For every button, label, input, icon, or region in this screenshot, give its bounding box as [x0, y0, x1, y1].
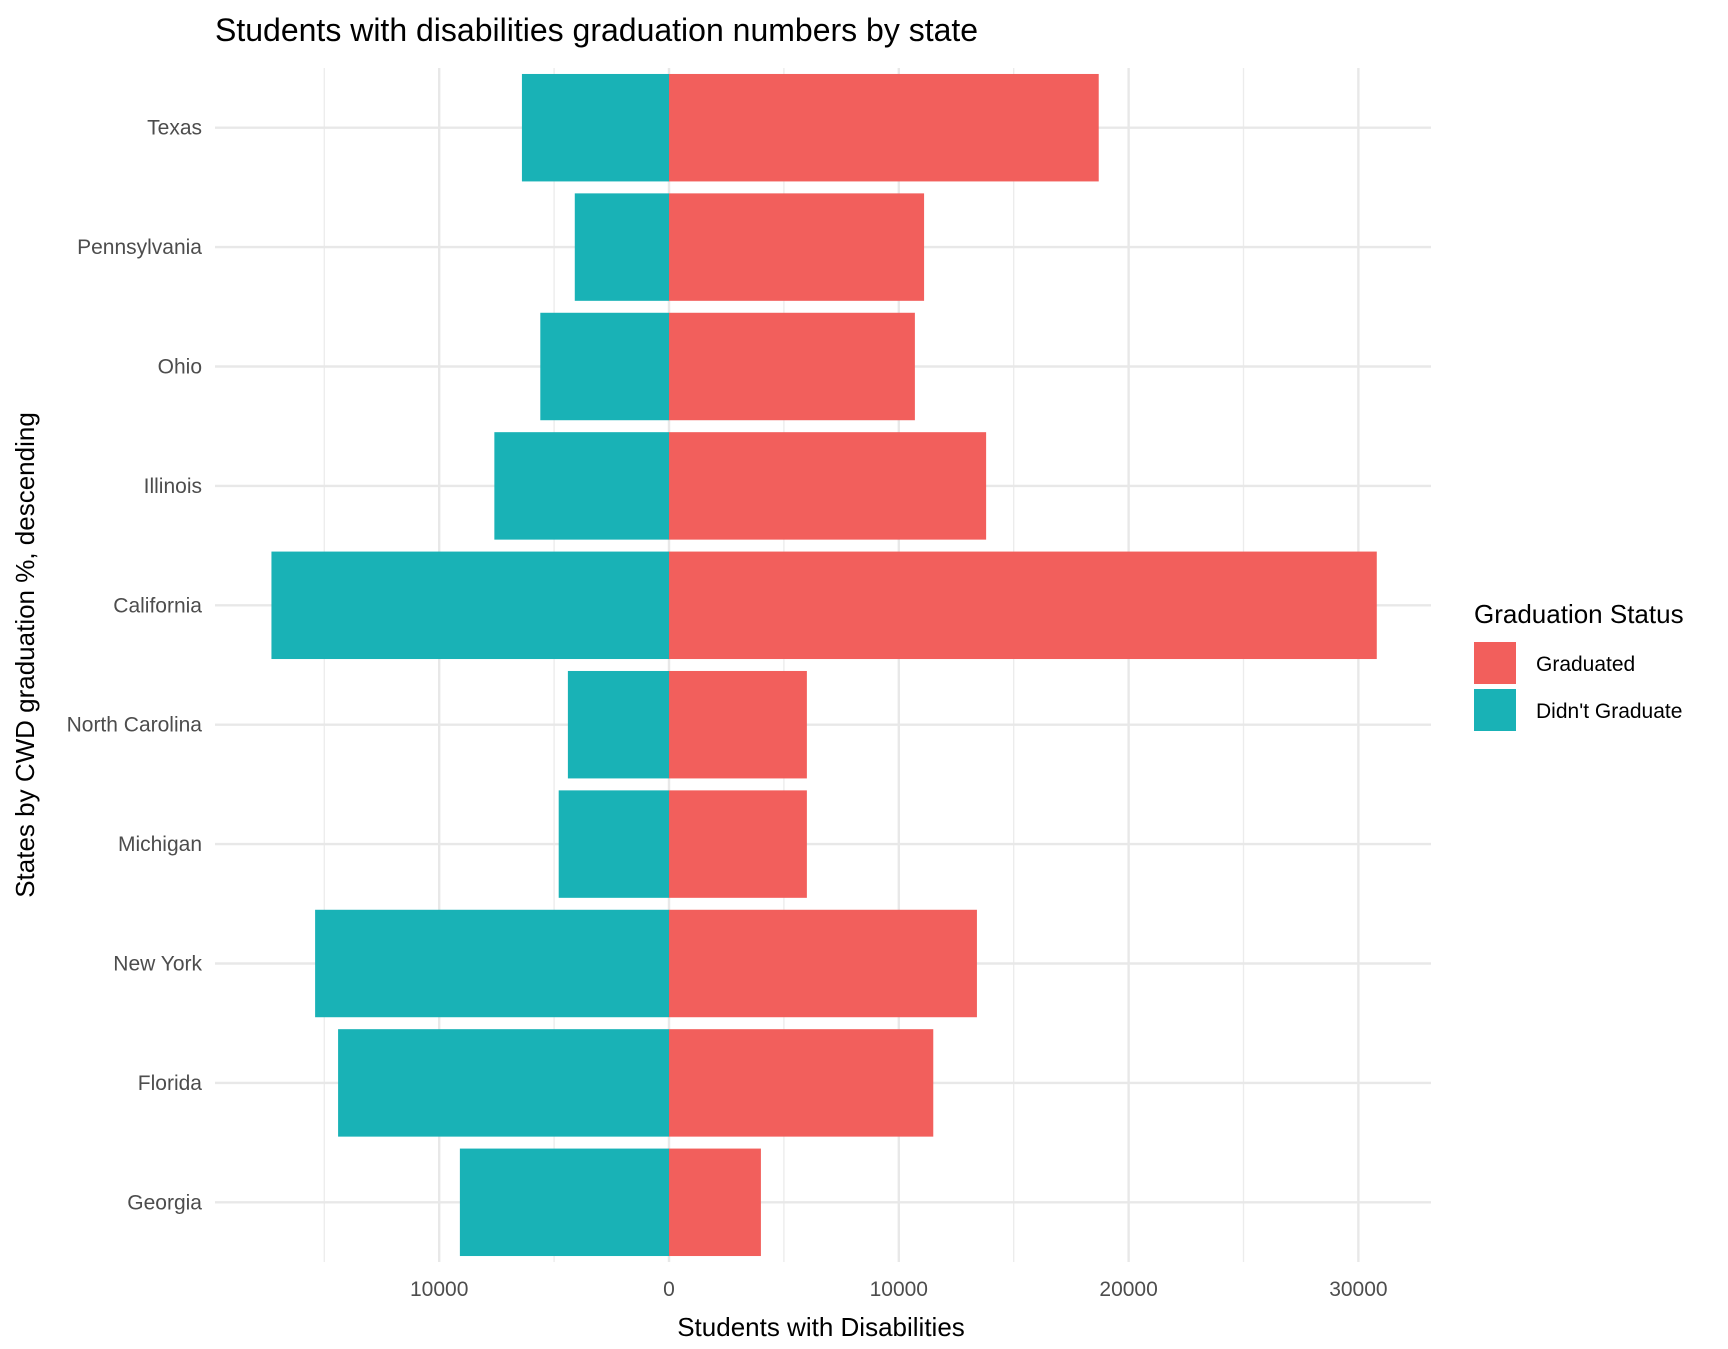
- bar-didn-t-graduate: [338, 1029, 669, 1137]
- bar-graduated: [669, 1148, 761, 1257]
- legend-items: Graduated Didn't Graduate: [1474, 642, 1682, 731]
- bar-graduated: [669, 312, 915, 421]
- bar-didn-t-graduate: [574, 193, 669, 301]
- bar-graduated: [669, 551, 1377, 660]
- y-tick-label: Ohio: [158, 356, 202, 379]
- legend-title: Graduation Status: [1474, 599, 1684, 629]
- y-tick-label: California: [113, 594, 202, 617]
- y-tick-label: Texas: [147, 117, 202, 140]
- legend-swatch: [1474, 689, 1516, 731]
- tick-labels: Texas Pennsylvania Ohio Illinois California N…: [67, 117, 1388, 1301]
- y-axis-title: States by CWD graduation %, descending: [10, 412, 40, 898]
- bar-graduated: [669, 670, 807, 779]
- legend-swatch: [1474, 642, 1516, 684]
- bar-graduated: [669, 432, 987, 540]
- bar-didn-t-graduate: [540, 312, 669, 421]
- x-tick-label: 10000: [410, 1278, 468, 1301]
- bar-didn-t-graduate: [567, 670, 669, 779]
- y-tick-label: New York: [113, 953, 202, 976]
- bar-didn-t-graduate: [521, 73, 669, 182]
- bar-graduated: [669, 193, 925, 301]
- bar-didn-t-graduate: [558, 790, 669, 898]
- bar-didn-t-graduate: [315, 909, 669, 1018]
- bar-graduated: [669, 909, 977, 1018]
- y-tick-label: Georgia: [127, 1191, 202, 1214]
- y-tick-label: North Carolina: [67, 714, 203, 737]
- legend: Graduation Status Graduated Didn't Gradua…: [1474, 599, 1684, 731]
- y-tick-label: Michigan: [118, 833, 202, 856]
- y-tick-label: Pennsylvania: [77, 236, 202, 259]
- bar-didn-t-graduate: [459, 1148, 669, 1257]
- bar-graduated: [669, 73, 1099, 182]
- bar-didn-t-graduate: [494, 432, 669, 540]
- bar-graduated: [669, 1029, 934, 1137]
- bar-graduated: [669, 790, 807, 898]
- y-tick-label: Florida: [138, 1072, 203, 1095]
- x-tick-label: 0: [663, 1278, 675, 1301]
- legend-label: Didn't Graduate: [1536, 700, 1682, 723]
- bars: [271, 73, 1377, 1257]
- x-axis-title: Students with Disabilities: [677, 1312, 965, 1342]
- x-tick-label: 30000: [1329, 1278, 1387, 1301]
- x-tick-label: 20000: [1099, 1278, 1157, 1301]
- chart-title: Students with disabilities graduation nu…: [215, 12, 978, 48]
- legend-label: Graduated: [1536, 653, 1635, 676]
- bar-didn-t-graduate: [271, 551, 669, 660]
- x-tick-label: 10000: [870, 1278, 928, 1301]
- y-tick-label: Illinois: [144, 475, 202, 498]
